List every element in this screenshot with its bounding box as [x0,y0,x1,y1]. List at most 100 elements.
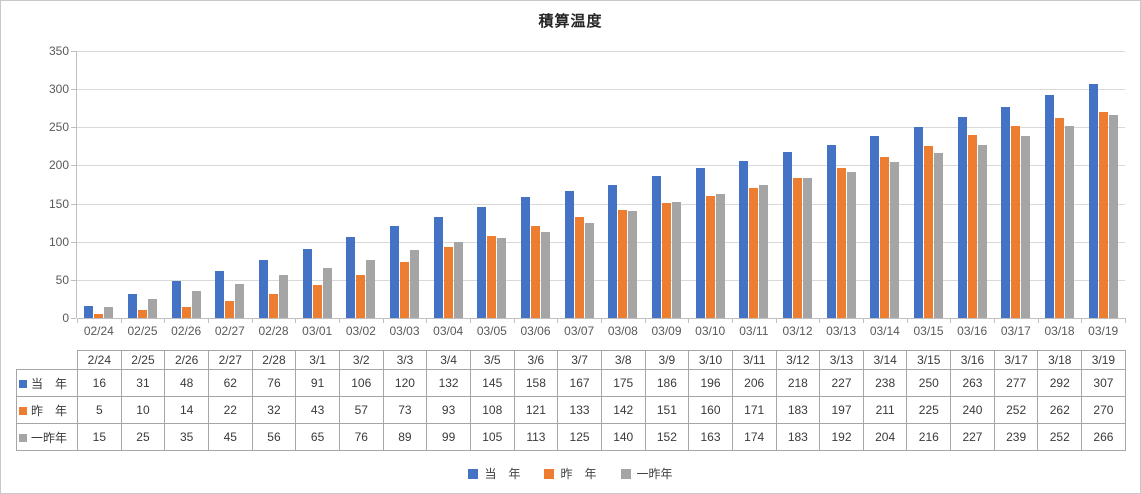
x-axis-tick [470,318,471,323]
x-axis-tick [513,318,515,323]
bar-当年-03/06 [521,197,530,318]
table-value-cell: 252 [993,396,1039,424]
bar-一昨年-02/25 [148,298,157,318]
x-axis-tick [732,318,733,323]
table-value-cell: 227 [950,423,995,451]
table-date-header: 3/15 [906,350,952,370]
bar-当年-03/09 [652,176,661,318]
x-axis-label: 02/25 [127,324,158,338]
y-axis-label: 200 [48,158,69,173]
table-value-cell: 151 [644,396,690,424]
table-value-cell: 183 [775,396,821,424]
bar-当年-03/07 [564,190,574,318]
x-axis-label: 03/02 [345,324,376,338]
x-axis-label: 02/24 [83,324,114,338]
bar-一昨年-03/03 [410,250,419,318]
bar-一昨年-02/24 [104,306,114,318]
bar-昨年-03/14 [880,157,890,318]
table-value-cell: 216 [906,423,952,451]
y-axis-tick [71,165,76,167]
bar-当年-03/11 [739,160,749,318]
gridline [77,51,1125,52]
table-value-cell: 62 [207,369,253,397]
table-value-cell: 132 [426,369,471,397]
bar-一昨年-03/07 [584,222,594,318]
table-value-cell: 65 [295,423,340,451]
table-value-cell: 99 [426,423,471,451]
x-axis-tick [775,318,777,323]
series-key-icon [19,434,27,443]
bar-昨年-02/24 [94,314,104,318]
legend-marker-icon [468,468,479,479]
y-axis-label: 300 [48,82,69,97]
bar-昨年-03/17 [1011,125,1021,318]
table-value-cell: 183 [775,423,821,451]
table-date-header: 3/13 [819,350,864,370]
x-axis-tick [339,318,340,323]
gridline [77,165,1125,167]
table-date-header: 3/9 [644,350,690,370]
x-axis-label: 03/04 [433,324,464,338]
bar-当年-03/05 [477,207,487,318]
table-value-cell: 140 [600,423,646,451]
gridline [77,279,1125,281]
table-corner-cell [17,351,78,370]
y-axis-label: 0 [62,311,69,325]
table-value-cell: 16 [77,369,122,397]
y-axis-tick [71,203,76,205]
bar-一昨年-03/15 [934,153,943,318]
bar-昨年-03/03 [400,262,409,318]
table-value-cell: 76 [338,423,384,451]
table-value-cell: 252 [1037,423,1083,451]
bar-昨年-02/26 [181,307,191,318]
legend-item: 当 年 [468,465,520,482]
bar-一昨年-03/17 [1021,135,1031,318]
y-axis-label: 50 [55,272,69,287]
legend-label: 昨 年 [560,467,597,481]
x-axis-label: 03/09 [651,324,682,338]
table-date-header: 3/14 [862,350,908,370]
bar-当年-02/24 [84,305,94,318]
bar-当年-02/25 [128,294,137,318]
table-value-cell: 76 [251,369,297,397]
table-date-header: 3/5 [469,350,515,370]
table-row-label: 一昨年 [16,423,78,451]
bar-当年-03/18 [1045,95,1054,318]
x-axis-label: 03/01 [302,324,333,338]
table-date-header: 3/2 [338,350,384,370]
bar-当年-03/15 [914,127,923,318]
bar-一昨年-03/18 [1065,125,1074,318]
x-axis-tick [382,318,384,323]
bar-当年-03/12 [783,151,792,318]
bar-昨年-03/10 [705,195,715,318]
bar-昨年-02/25 [138,310,147,318]
table-header-row: 2/24 2/25 2/26 2/27 2/28 3/1 3/2 3/3 3/4 3/5 3/6 3/… [17,350,1126,370]
x-axis-label: 03/15 [913,324,944,338]
table-value-cell: 108 [469,396,515,424]
y-axis-tick [71,241,76,243]
table-date-header: 3/6 [513,350,559,370]
table-value-cell: 204 [862,423,908,451]
table-value-cell: 167 [557,369,602,397]
table-date-header: 3/18 [1037,350,1083,370]
table-value-cell: 266 [1081,423,1126,451]
x-axis-tick [251,318,253,323]
table-value-cell: 227 [819,369,864,397]
x-axis-label: 03/05 [476,324,507,338]
table-value-cell: 163 [688,423,733,451]
bar-一昨年-03/11 [759,185,769,318]
y-axis-label: 250 [48,120,69,135]
bar-昨年-03/09 [662,202,671,318]
y-axis-tick [71,279,76,281]
y-axis-label: 350 [48,44,69,58]
table-value-cell: 89 [382,423,428,451]
x-axis-tick [77,318,78,323]
table-date-header: 2/25 [120,350,166,370]
x-axis-label: 03/08 [607,324,638,338]
x-axis-label: 03/19 [1088,324,1119,338]
bar-一昨年-02/28 [279,275,288,318]
bar-一昨年-03/06 [541,231,550,318]
chart-title: 積算温度 [538,13,603,30]
x-axis-label: 03/07 [564,324,595,338]
bar-当年-03/10 [695,168,705,318]
